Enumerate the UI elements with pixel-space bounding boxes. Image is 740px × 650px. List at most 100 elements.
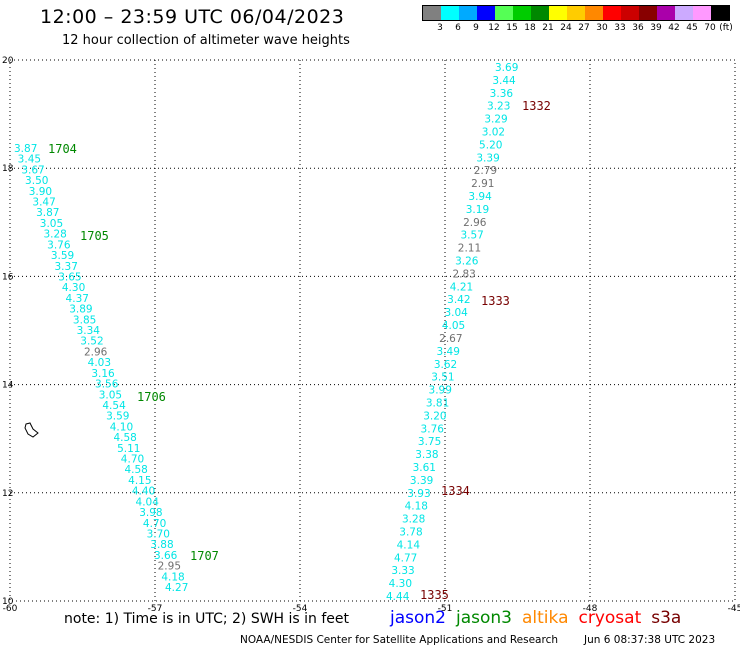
swh-value: 3.89 <box>69 304 92 316</box>
coastline-island <box>24 422 39 438</box>
swh-value: 4.77 <box>394 552 417 564</box>
swh-value: 3.51 <box>431 372 454 384</box>
swh-value: 4.30 <box>389 578 412 590</box>
swh-value: 4.70 <box>143 518 166 530</box>
swh-value: 3.36 <box>490 88 514 100</box>
swh-value: 2.11 <box>458 243 481 255</box>
swh-value: 2.83 <box>452 268 475 280</box>
swh-value: 4.37 <box>66 293 89 305</box>
swh-value: 3.26 <box>455 256 479 268</box>
satellite-tracks: 3.873.453.673.503.903.473.873.053.283.76… <box>14 62 551 603</box>
swh-value: 3.70 <box>147 528 170 540</box>
swh-value: 3.67 <box>21 164 44 176</box>
swh-value: 4.40 <box>132 486 155 498</box>
island-outline <box>24 422 39 438</box>
pass-label: 1335 <box>420 588 449 602</box>
swh-value: 3.94 <box>468 191 492 203</box>
lon-tick-label: -57 <box>148 604 163 614</box>
swh-value: 3.39 <box>410 475 433 487</box>
page-title: 12:00 – 23:59 UTC 06/04/2023 <box>40 6 345 28</box>
lat-tick-label: 10 <box>2 597 14 607</box>
map-frame <box>9 59 736 602</box>
satellite-name: s3a <box>651 608 682 628</box>
swh-value: 3.19 <box>466 204 489 216</box>
legend-label: 3 <box>437 23 443 33</box>
swh-value: 4.05 <box>442 320 465 332</box>
swh-value: 3.28 <box>43 229 66 241</box>
legend-label: 21 <box>542 23 554 33</box>
swh-value: 3.47 <box>32 197 55 209</box>
satellite-legend: jason2 jason3 altika cryosat s3a <box>390 608 691 628</box>
swh-value: 3.59 <box>106 411 129 423</box>
swh-value: 3.49 <box>437 346 460 358</box>
credit-text: NOAA/NESDIS Center for Satellite Applica… <box>240 634 558 646</box>
swh-value: 3.38 <box>415 449 438 461</box>
pass-label: 1704 <box>48 142 77 156</box>
swh-value: 3.76 <box>421 423 445 435</box>
lat-tick-label: 14 <box>2 381 14 391</box>
map-grid <box>9 59 736 602</box>
swh-value: 3.87 <box>36 207 59 219</box>
legend-swatch <box>657 6 675 20</box>
axis-ticks: -60 -57 -54 -51 -48 -45 20 18 16 14 12 10 <box>2 56 740 614</box>
swh-value: 4.44 <box>386 591 410 603</box>
swh-value: 4.03 <box>88 357 111 369</box>
legend-label: 42 <box>668 23 680 33</box>
legend-label: 27 <box>578 23 590 33</box>
swh-value: 4.27 <box>165 582 188 594</box>
swh-value: 4.14 <box>397 539 421 551</box>
legend-swatch <box>549 6 567 20</box>
swh-value: 3.66 <box>154 550 178 562</box>
legend-swatch <box>693 6 711 20</box>
swh-value: 3.33 <box>391 565 414 577</box>
legend-swatch <box>441 6 459 20</box>
legend-label: 33 <box>614 23 626 33</box>
legend-label: 39 <box>650 23 662 33</box>
legend-labels: 3 6 9 12 15 18 21 24 27 30 33 36 39 42 45 70 (ft) <box>422 21 733 35</box>
legend-label: 45 <box>686 23 698 33</box>
pass-label: 1706 <box>137 390 166 404</box>
legend-swatch <box>531 6 549 20</box>
swh-value: 4.30 <box>62 282 85 294</box>
legend-swatch <box>585 6 603 20</box>
legend-label: 9 <box>473 23 479 33</box>
lat-tick-label: 12 <box>2 489 13 499</box>
swh-value: 3.88 <box>150 539 173 551</box>
swh-value: 3.20 <box>423 410 446 422</box>
legend-swatch <box>621 6 639 20</box>
credit-line: NOAA/NESDIS Center for Satellite Applica… <box>240 634 715 646</box>
lat-tick-label: 20 <box>2 56 14 66</box>
swh-value: 4.18 <box>161 571 184 583</box>
swh-value: 3.37 <box>55 261 78 273</box>
swh-value: 2.96 <box>84 346 108 358</box>
swh-value: 3.05 <box>99 389 122 401</box>
swh-value: 3.28 <box>402 514 425 526</box>
swh-value: 4.21 <box>450 281 473 293</box>
legend-color-bar <box>422 5 730 21</box>
pass-label: 1333 <box>481 294 510 308</box>
swh-value: 3.78 <box>399 526 422 538</box>
legend-swatch <box>675 6 693 20</box>
swh-value: 3.93 <box>407 488 430 500</box>
swh-value: 3.50 <box>25 175 48 187</box>
swh-value: 4.70 <box>121 454 144 466</box>
footer-note: note: 1) Time is in UTC; 2) SWH is in fe… <box>64 611 350 627</box>
legend-label: 15 <box>506 23 518 33</box>
swh-value: 3.62 <box>434 359 457 371</box>
satellite-name: jason2 <box>390 608 446 628</box>
swh-value: 3.81 <box>426 397 449 409</box>
swh-value: 3.87 <box>14 143 37 155</box>
pass-label: 1334 <box>441 484 470 498</box>
swh-value: 3.02 <box>482 127 505 139</box>
lon-tick-label: -48 <box>583 604 598 614</box>
legend-swatch <box>459 6 477 20</box>
swh-value: 3.59 <box>51 250 74 262</box>
swh-value: 4.58 <box>113 432 136 444</box>
pass-label: 1705 <box>80 229 109 243</box>
lon-tick-label: -45 <box>728 604 740 614</box>
swh-value: 3.65 <box>58 271 81 283</box>
lon-tick-label: -54 <box>293 604 308 614</box>
swh-value: 5.20 <box>479 139 502 151</box>
swh-value: 3.56 <box>95 379 119 391</box>
